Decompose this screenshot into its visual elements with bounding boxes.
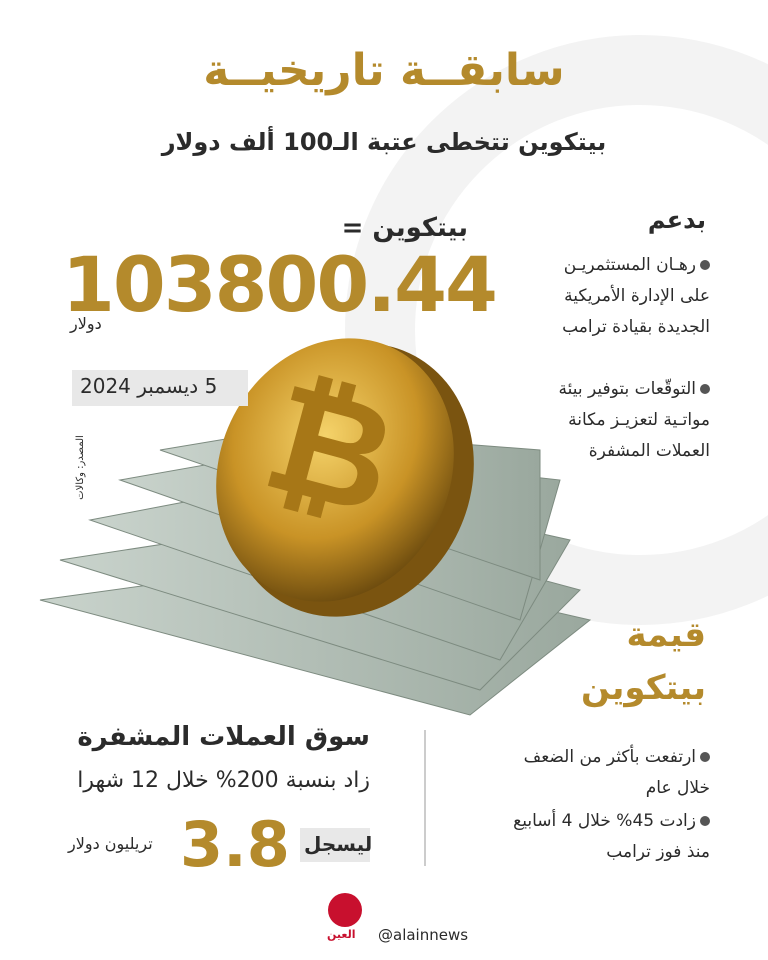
price-date: 5 ديسمبر 2024 xyxy=(80,374,218,398)
record-value: 3.8 xyxy=(180,808,290,881)
support-heading: بدعم xyxy=(647,206,706,234)
value-item: ارتفعت بأكثر من الضعف خلال عام xyxy=(524,742,710,804)
coin xyxy=(216,338,454,602)
value-heading: بيتكوين xyxy=(581,668,706,708)
value-heading: قيمة xyxy=(626,615,706,655)
price-label: بيتكوين = xyxy=(341,213,468,243)
value-line: منذ فوز ترامب xyxy=(606,842,710,862)
value-line: ارتفعت بأكثر من الضعف xyxy=(524,742,710,773)
value-item: زادت 45% خلال 4 أسابيع منذ فوز ترامب xyxy=(513,806,710,868)
support-line: مواتـية لتعزيـز مكانة xyxy=(568,410,710,430)
record-box xyxy=(300,828,370,862)
source: المصدر: وكالات xyxy=(74,435,86,500)
title: سابقــة تاريخيــة xyxy=(203,45,565,96)
value-line: خلال عام xyxy=(645,778,710,798)
record-label: ليسجل xyxy=(304,832,373,856)
subtitle: بيتكوين تتخطى عتبة الـ100 ألف دولار xyxy=(161,128,607,156)
market-title: سوق العملات المشفرة xyxy=(77,722,370,752)
logo-text: العين xyxy=(327,928,356,941)
support-item: رهـان المستثمريـن على الإدارة الأمريكية … xyxy=(562,250,710,343)
record-unit: تريليون دولار xyxy=(68,834,153,853)
support-item: التوقّعات بتوفير بيئة مواتـية لتعزيـز مك… xyxy=(558,374,710,467)
price-unit: دولار xyxy=(70,314,102,333)
support-line: الجديدة بقيادة ترامب xyxy=(562,317,710,337)
handle: @alainnews xyxy=(378,926,469,944)
value-line: زادت 45% خلال 4 أسابيع xyxy=(513,806,710,837)
watermark xyxy=(345,35,768,625)
support-line: العملات المشفرة xyxy=(588,441,710,461)
price-value: 103800.44 xyxy=(62,240,498,329)
market-line: زاد بنسبة 200% خلال 12 شهرا xyxy=(77,768,370,793)
logo-mark xyxy=(328,893,362,927)
support-line: التوقّعات بتوفير بيئة xyxy=(558,374,710,405)
date-box xyxy=(72,370,248,406)
support-line: رهـان المستثمريـن xyxy=(562,250,710,281)
support-line: على الإدارة الأمريكية xyxy=(564,286,710,306)
